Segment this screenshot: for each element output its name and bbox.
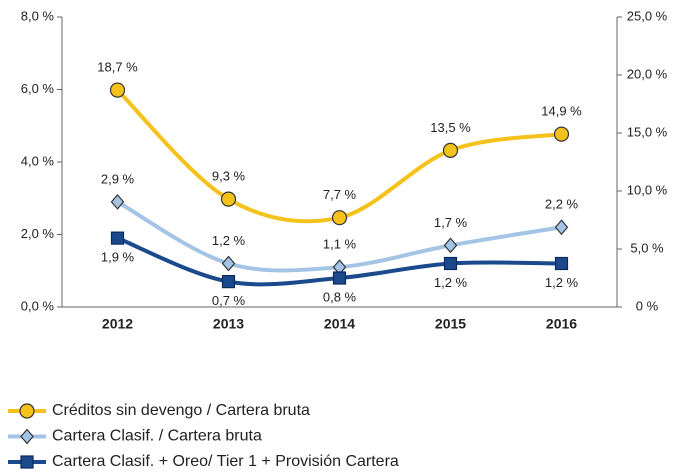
point	[221, 275, 236, 289]
data-label: 14,9 %	[541, 104, 582, 119]
data-label: 2,9 %	[101, 171, 135, 186]
y2-tick-label: 15,0 %	[627, 124, 668, 139]
y2-tick-label: 25,0 %	[627, 8, 668, 23]
point	[443, 237, 458, 254]
y-tick-label: 0,0 %	[21, 298, 55, 313]
data-label: 13,5 %	[430, 120, 471, 135]
point	[554, 256, 569, 271]
y2-tick-label: 0 %	[636, 298, 659, 313]
data-label: 2,2 %	[545, 197, 579, 212]
point	[221, 255, 236, 272]
legend-label: Cartera Clasif. + Oreo/ Tier 1 + Provisi…	[52, 453, 399, 470]
y2-tick-label: 5,0 %	[630, 240, 664, 255]
legend-marker	[19, 403, 35, 419]
data-label: 1,2 %	[212, 233, 246, 248]
data-label: 1,2 %	[434, 275, 468, 290]
y-tick-label: 8,0 %	[21, 8, 55, 23]
point	[332, 271, 347, 285]
data-label: 1,1 %	[323, 237, 357, 252]
y-tick-label: 4,0 %	[21, 153, 55, 168]
data-label: 0,8 %	[323, 289, 357, 304]
data-label: 0,7 %	[212, 293, 246, 308]
data-label: 1,9 %	[101, 250, 135, 265]
legend-marker	[20, 428, 34, 445]
legend-marker	[20, 455, 34, 469]
point	[110, 231, 125, 245]
y2-tick-label: 10,0 %	[627, 182, 668, 197]
data-label: 18,7 %	[97, 60, 138, 75]
legend-label: Créditos sin devengo / Cartera bruta	[52, 402, 310, 419]
point	[110, 193, 125, 210]
y2-tick-label: 20,0 %	[627, 66, 668, 81]
x-tick-label: 2014	[324, 316, 355, 332]
point	[331, 210, 348, 226]
x-tick-label: 2015	[435, 316, 466, 332]
data-label: 9,3 %	[212, 169, 246, 184]
x-tick-label: 2013	[213, 316, 244, 332]
point	[109, 82, 126, 98]
x-tick-label: 2012	[102, 316, 133, 332]
point	[443, 256, 458, 271]
y-tick-label: 2,0 %	[21, 226, 55, 241]
x-tick-label: 2016	[546, 316, 577, 332]
point	[553, 126, 570, 142]
point	[442, 142, 459, 158]
point	[554, 219, 569, 236]
data-label: 7,7 %	[323, 187, 357, 202]
y-tick-label: 6,0 %	[21, 81, 55, 96]
data-label: 1,2 %	[545, 275, 579, 290]
point	[220, 191, 237, 207]
legend-label: Cartera Clasif. / Cartera bruta	[52, 428, 262, 445]
data-label: 1,7 %	[434, 215, 468, 230]
